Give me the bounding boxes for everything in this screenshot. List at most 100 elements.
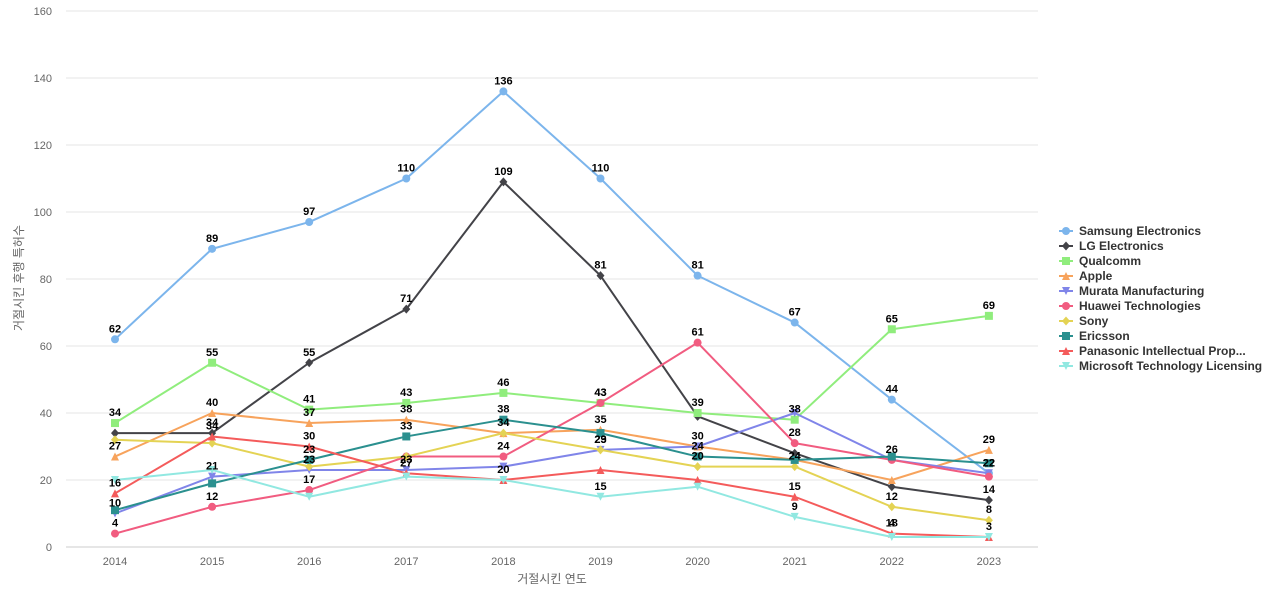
data-label: 136 [494, 75, 512, 87]
data-label: 22 [983, 457, 995, 469]
data-point [208, 358, 217, 367]
data-point [402, 452, 411, 462]
x-tick-label: 2016 [297, 556, 321, 568]
series-0 [111, 87, 993, 478]
legend-marker [1062, 257, 1070, 265]
data-label: 20 [497, 464, 509, 476]
legend-item[interactable]: Huawei Technologies [1059, 299, 1201, 313]
legend-label: Ericsson [1079, 329, 1130, 343]
series-line [114, 341, 990, 535]
legend-marker [1062, 332, 1070, 340]
data-point [693, 452, 702, 461]
series-line [114, 412, 990, 481]
data-point [208, 438, 217, 448]
data-point [887, 452, 896, 461]
data-point [402, 304, 411, 314]
data-point [402, 415, 411, 424]
legend-item[interactable]: Qualcomm [1059, 254, 1141, 268]
x-tick-label: 2022 [880, 556, 904, 568]
data-label: 28 [789, 427, 801, 439]
series-line [114, 412, 990, 515]
data-point [499, 177, 508, 187]
data-point [305, 455, 314, 464]
x-tick-label: 2023 [977, 556, 1001, 568]
data-point [887, 395, 896, 404]
data-label: 35 [594, 414, 606, 426]
series-line [114, 468, 989, 538]
data-point [790, 318, 799, 327]
data-point [305, 358, 314, 368]
legend-item[interactable]: Ericsson [1059, 329, 1130, 343]
legend-item[interactable]: Apple [1059, 269, 1113, 283]
data-label: 33 [400, 420, 412, 432]
data-point [499, 428, 508, 438]
legend-label: Huawei Technologies [1079, 299, 1201, 313]
legend-item[interactable]: Panasonic Intellectual Prop... [1059, 344, 1246, 358]
legend-label: Qualcomm [1079, 254, 1141, 268]
data-label: 38 [497, 404, 509, 416]
data-label: 34 [109, 407, 122, 419]
data-label: 23 [400, 454, 412, 466]
data-point [208, 472, 217, 481]
y-tick-label: 60 [40, 341, 52, 353]
legend-item[interactable]: Sony [1059, 314, 1109, 328]
data-point [111, 529, 119, 538]
data-point [693, 409, 702, 417]
legend-marker [1062, 241, 1070, 251]
data-point [596, 271, 605, 281]
data-point [402, 398, 411, 407]
legend-item[interactable]: LG Electronics [1059, 239, 1164, 253]
y-tick-label: 20 [40, 475, 52, 487]
data-label: 4 [889, 518, 896, 530]
legend-item[interactable]: Samsung Electronics [1059, 224, 1201, 238]
legend-label: Samsung Electronics [1079, 224, 1201, 238]
legend-marker [1062, 347, 1070, 355]
legend-item[interactable]: Murata Manufacturing [1059, 284, 1204, 298]
legend-label: Murata Manufacturing [1079, 284, 1204, 298]
data-point [790, 439, 799, 448]
data-point [499, 87, 508, 96]
data-point [208, 432, 217, 441]
data-label: 30 [691, 431, 703, 443]
data-label: 23 [303, 444, 315, 456]
data-point [887, 482, 896, 492]
x-tick-label: 2014 [103, 556, 127, 568]
data-label: 46 [497, 377, 509, 389]
data-point [790, 492, 799, 501]
legend-item[interactable]: Microsoft Technology Licensing [1059, 359, 1262, 373]
data-label: 22 [983, 457, 995, 469]
legend-marker [1062, 272, 1070, 280]
data-point [111, 419, 119, 428]
data-point [596, 174, 605, 183]
x-axis-title: 거절시킨 연도 [517, 572, 587, 586]
data-label: 61 [691, 327, 703, 339]
data-label: 14 [983, 484, 996, 496]
data-label: 16 [109, 477, 121, 489]
legend-marker [1062, 287, 1070, 295]
data-point [984, 515, 993, 525]
data-point [693, 476, 702, 484]
data-point [111, 452, 119, 461]
y-tick-label: 140 [34, 73, 52, 85]
data-point [305, 218, 314, 227]
data-point [790, 448, 799, 458]
data-point [111, 476, 119, 484]
data-point [499, 462, 508, 471]
data-label: 62 [109, 323, 121, 335]
y-tick-label: 80 [40, 274, 52, 286]
series-lines [111, 87, 993, 541]
data-label: 34 [206, 420, 219, 432]
data-label: 67 [789, 307, 801, 319]
legend-marker [1062, 362, 1070, 370]
legend-label: Panasonic Intellectual Prop... [1079, 344, 1246, 358]
data-point [111, 506, 119, 515]
data-label: 55 [206, 347, 218, 359]
series-line [114, 90, 990, 475]
data-label: 89 [206, 233, 218, 245]
x-tick-label: 2021 [782, 556, 806, 568]
data-point [596, 398, 605, 407]
y-axis-title: 거절시킨 후행 특허수 [11, 225, 26, 331]
legend-marker [1062, 302, 1070, 310]
